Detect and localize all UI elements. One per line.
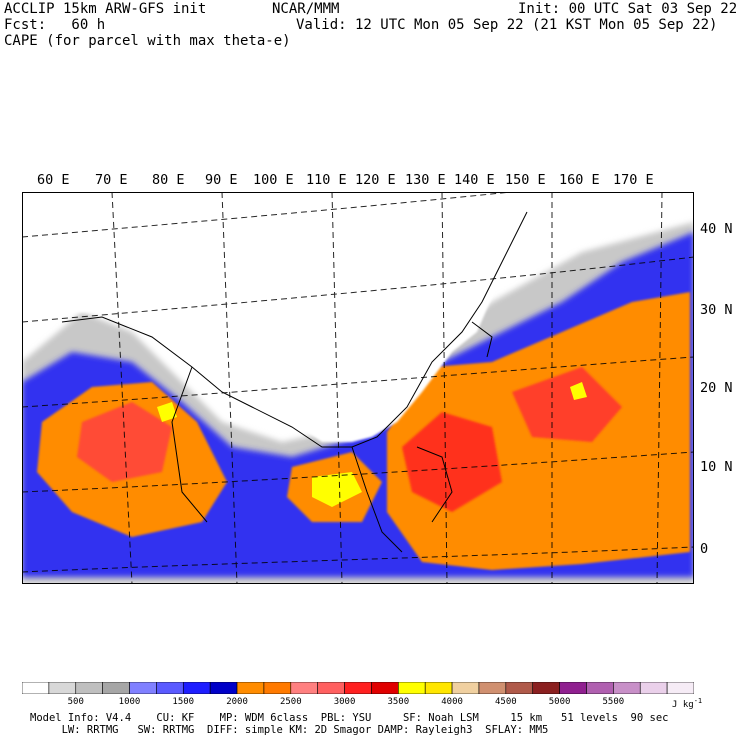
latitude-label: 40 N bbox=[700, 221, 733, 237]
colorbar-swatch bbox=[48, 682, 77, 694]
colorbar-swatch bbox=[613, 682, 641, 694]
cape-map bbox=[22, 192, 694, 584]
colorbar-swatch bbox=[666, 682, 694, 694]
colorbar-swatch bbox=[156, 682, 184, 694]
longitude-label: 130 E bbox=[405, 172, 446, 188]
colorbar-swatch bbox=[639, 682, 668, 694]
colorbar-swatch bbox=[263, 682, 292, 694]
longitude-label: 170 E bbox=[613, 172, 654, 188]
longitude-label: 70 E bbox=[95, 172, 128, 188]
colorbar-swatch bbox=[424, 682, 453, 694]
colorbar-swatch bbox=[317, 682, 345, 694]
colorbar-swatch bbox=[182, 682, 211, 694]
colorbar-swatch bbox=[586, 682, 614, 694]
cape-field bbox=[22, 192, 694, 584]
colorbar-unit: J kg-1 bbox=[672, 697, 703, 710]
colorbar-swatch bbox=[75, 682, 103, 694]
colorbar-tick-label: 5500 bbox=[602, 697, 625, 707]
colorbar-tick-label: 2500 bbox=[279, 697, 302, 707]
colorbar-swatch bbox=[532, 682, 560, 694]
longitude-label: 80 E bbox=[152, 172, 185, 188]
footer-model-info: Model Info: V4.4 CU: KF MP: WDM 6class P… bbox=[30, 712, 669, 724]
colorbar bbox=[22, 682, 694, 694]
colorbar-swatch bbox=[344, 682, 372, 694]
colorbar-swatch bbox=[559, 682, 587, 694]
longitude-label: 160 E bbox=[559, 172, 600, 188]
colorbar-swatch bbox=[129, 682, 157, 694]
colorbar-tick-label: 3500 bbox=[387, 697, 410, 707]
colorbar-swatch bbox=[102, 682, 130, 694]
colorbar-tick-label: 1500 bbox=[172, 697, 195, 707]
colorbar-tick-label: 2000 bbox=[226, 697, 248, 707]
latitude-label: 0 bbox=[700, 541, 709, 557]
latitude-label: 10 N bbox=[700, 459, 733, 475]
longitude-label: 150 E bbox=[505, 172, 546, 188]
forecast-hour: Fcst: 60 h bbox=[4, 17, 106, 33]
valid-time: Valid: 12 UTC Mon 05 Sep 22 (21 KST Mon … bbox=[296, 17, 718, 33]
colorbar-tick-label: 5000 bbox=[548, 697, 571, 707]
longitude-label: 140 E bbox=[454, 172, 495, 188]
colorbar-tick-label: 1000 bbox=[118, 697, 141, 707]
longitude-label: 110 E bbox=[306, 172, 347, 188]
model-title: ACCLIP 15km ARW-GFS init bbox=[4, 1, 207, 17]
center-name: NCAR/MMM bbox=[272, 1, 340, 17]
field-title: CAPE (for parcel with max theta-e) bbox=[4, 33, 291, 49]
colorbar-swatch bbox=[236, 682, 265, 694]
colorbar-swatch bbox=[505, 682, 534, 694]
colorbar-swatch bbox=[398, 682, 426, 694]
longitude-label: 60 E bbox=[37, 172, 70, 188]
colorbar-swatch bbox=[290, 682, 318, 694]
footer-physics-info: LW: RRTMG SW: RRTMG DIFF: simple KM: 2D … bbox=[30, 724, 549, 736]
longitude-label: 120 E bbox=[355, 172, 396, 188]
colorbar-tick-label: 500 bbox=[67, 697, 84, 707]
colorbar-swatch bbox=[451, 682, 480, 694]
longitude-label: 100 E bbox=[253, 172, 294, 188]
colorbar-swatch bbox=[478, 682, 507, 694]
map-frame bbox=[22, 192, 694, 584]
colorbar-swatch bbox=[371, 682, 399, 694]
longitude-label: 90 E bbox=[205, 172, 238, 188]
colorbar-tick-label: 4000 bbox=[441, 697, 463, 707]
colorbar-tick-label: 4500 bbox=[494, 697, 517, 707]
colorbar-tick-label: 3000 bbox=[333, 697, 356, 707]
colorbar-swatch bbox=[22, 682, 50, 694]
latitude-label: 30 N bbox=[700, 302, 733, 318]
colorbar-swatch bbox=[209, 682, 238, 694]
init-time: Init: 00 UTC Sat 03 Sep 22 bbox=[518, 1, 738, 17]
latitude-label: 20 N bbox=[700, 380, 733, 396]
